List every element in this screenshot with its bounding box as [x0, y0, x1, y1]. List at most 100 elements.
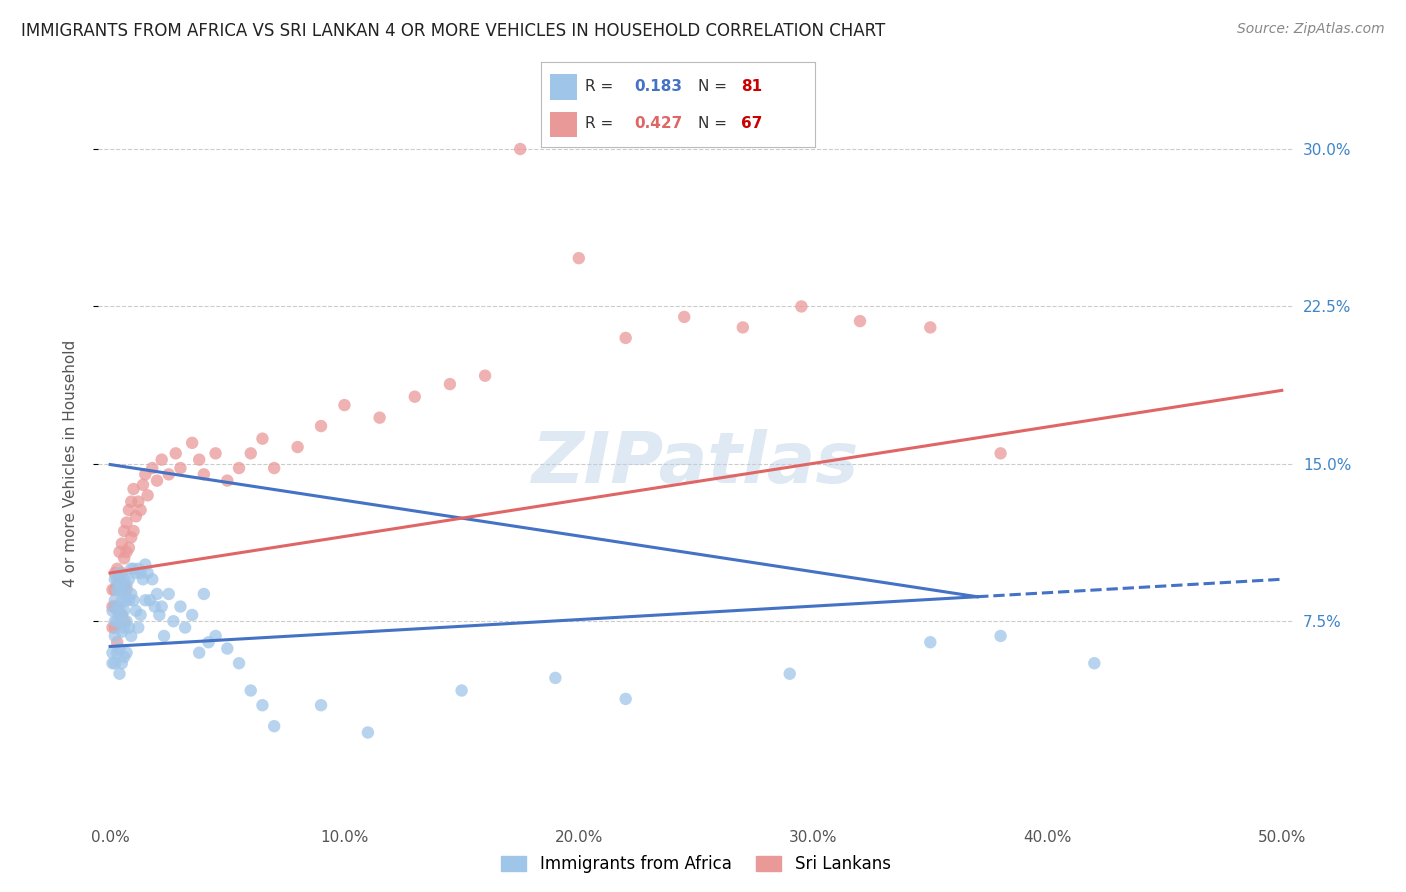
Point — [101, 657, 124, 671]
Point — [920, 635, 942, 649]
Point — [108, 572, 131, 586]
Point — [115, 614, 138, 628]
Legend: Immigrants from Africa, Sri Lankans: Immigrants from Africa, Sri Lankans — [495, 849, 897, 880]
Point — [118, 621, 141, 635]
Point — [174, 621, 197, 635]
Point — [122, 593, 145, 607]
Point — [252, 432, 274, 446]
Point — [105, 578, 128, 592]
Point — [157, 467, 180, 482]
Point — [193, 587, 215, 601]
Point — [120, 629, 142, 643]
Point — [204, 446, 226, 460]
Point — [333, 398, 356, 412]
Point — [104, 566, 127, 580]
Point — [544, 671, 567, 685]
Point — [228, 657, 250, 671]
Text: ZIPatlas: ZIPatlas — [533, 429, 859, 499]
Point — [1083, 657, 1105, 671]
Point — [181, 435, 204, 450]
Point — [101, 599, 124, 614]
Point — [105, 646, 128, 660]
Point — [125, 604, 148, 618]
Point — [112, 524, 135, 538]
Y-axis label: 4 or more Vehicles in Household: 4 or more Vehicles in Household — [63, 340, 77, 588]
Point — [104, 629, 127, 643]
Point — [111, 624, 134, 639]
Point — [120, 562, 142, 576]
Point — [404, 390, 426, 404]
Point — [129, 607, 152, 622]
Point — [188, 452, 211, 467]
Point — [108, 566, 131, 580]
Point — [111, 578, 134, 592]
Point — [150, 452, 173, 467]
Point — [132, 478, 155, 492]
Point — [157, 587, 180, 601]
Point — [136, 488, 159, 502]
Point — [115, 582, 138, 597]
Point — [614, 331, 637, 345]
Point — [104, 572, 127, 586]
Point — [263, 719, 285, 733]
Point — [139, 593, 162, 607]
Point — [122, 482, 145, 496]
Point — [115, 646, 138, 660]
Point — [450, 683, 472, 698]
Point — [105, 599, 128, 614]
Point — [990, 446, 1012, 460]
FancyBboxPatch shape — [550, 74, 576, 100]
Point — [118, 593, 141, 607]
Point — [122, 562, 145, 576]
Point — [217, 474, 239, 488]
Point — [104, 621, 127, 635]
Point — [309, 419, 332, 434]
Point — [474, 368, 496, 383]
Point — [134, 558, 156, 572]
Point — [217, 641, 239, 656]
Point — [197, 635, 219, 649]
Point — [990, 629, 1012, 643]
Point — [115, 593, 138, 607]
Point — [188, 646, 211, 660]
Point — [849, 314, 872, 328]
Point — [112, 551, 135, 566]
Point — [439, 377, 461, 392]
Point — [309, 698, 332, 713]
Point — [112, 578, 135, 592]
Text: 81: 81 — [741, 78, 762, 94]
Point — [122, 524, 145, 538]
Text: R =: R = — [585, 116, 613, 131]
Point — [568, 251, 591, 265]
Point — [162, 614, 184, 628]
Point — [105, 635, 128, 649]
Point — [239, 446, 262, 460]
Point — [141, 572, 163, 586]
Point — [263, 461, 285, 475]
Point — [509, 142, 531, 156]
Point — [118, 541, 141, 555]
Point — [105, 562, 128, 576]
Point — [120, 494, 142, 508]
Text: N =: N = — [697, 116, 727, 131]
Point — [120, 587, 142, 601]
Point — [132, 572, 155, 586]
Point — [101, 646, 124, 660]
Point — [673, 310, 696, 324]
Point — [129, 503, 152, 517]
Point — [287, 440, 309, 454]
Point — [127, 562, 149, 576]
Point — [115, 545, 138, 559]
Point — [111, 607, 134, 622]
Point — [108, 607, 131, 622]
Point — [111, 536, 134, 550]
Point — [105, 572, 128, 586]
Point — [111, 593, 134, 607]
Point — [134, 593, 156, 607]
Point — [239, 683, 262, 698]
Point — [127, 494, 149, 508]
Point — [127, 621, 149, 635]
Point — [112, 621, 135, 635]
Point — [101, 621, 124, 635]
FancyBboxPatch shape — [550, 112, 576, 137]
